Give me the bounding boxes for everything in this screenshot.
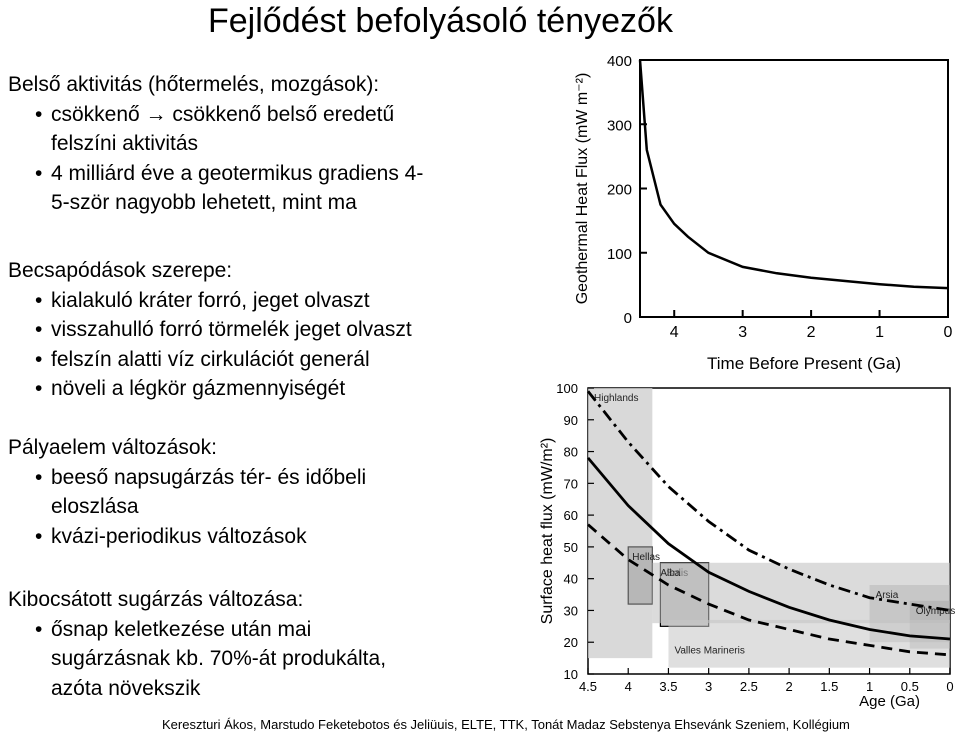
bullet-line: felszíni aktivitás <box>8 129 423 159</box>
y-tick-label: 70 <box>564 476 578 491</box>
bullet-line: sugárzásnak kb. 70%-át produkálta, <box>8 644 386 674</box>
y-tick-label: 10 <box>564 667 578 682</box>
bullet-line: 5-ször nagyobb lehetett, mint ma <box>8 188 423 218</box>
bullet-text: eloszlása <box>51 495 139 518</box>
bullet-text: ősnap keletkezése után mai <box>51 617 312 641</box>
surface-heat-flux-chart: HighlandsHellasSolisAlbaArsiaOlympusVall… <box>539 381 955 710</box>
section-heading: Becsapódások szerepe: <box>8 259 233 282</box>
bullet-line: • növeli a légkör gázmennyiségét <box>8 374 412 404</box>
x-tick-label: 0 <box>944 324 953 341</box>
y-tick-label: 90 <box>564 413 578 428</box>
x-tick-label: 3.5 <box>659 679 677 694</box>
bullet-text: kialakuló kráter forró, jeget olvaszt <box>51 288 370 312</box>
bullet-dot: • <box>35 347 43 371</box>
bullet-line: • csökkenő → csökkenő belső eredetű <box>8 100 423 130</box>
bullet-line: • 4 milliárd éve a geotermikus gradiens 4… <box>8 159 423 189</box>
region-box <box>668 619 950 668</box>
y-axis-label: Geothermal Heat Flux (mW m⁻²) <box>574 73 591 305</box>
heat-flux-curve-dash-dot <box>586 390 951 612</box>
bullet-text: felszíni aktivitás <box>51 132 199 155</box>
section-2: Pályaelem változások: • beeső napsugárzás … <box>8 433 366 551</box>
x-tick-label: 1 <box>875 324 884 341</box>
section-heading: Kibocsátott sugárzás változása: <box>8 588 304 611</box>
region-label: Olympus <box>916 606 955 617</box>
x-axis-label: Time Before Present (Ga) <box>707 354 901 373</box>
bullet-dot: • <box>35 377 43 400</box>
bullet-line: • beeső napsugárzás tér- és időbeli <box>8 463 366 493</box>
bullet-dot: • <box>35 524 43 548</box>
heat-flux-curve-solid <box>586 456 951 641</box>
x-tick-label: 0 <box>946 679 953 694</box>
region-label: Hellas <box>632 552 660 563</box>
x-tick-label: 3 <box>738 324 747 341</box>
bullet-text: beeső napsugárzás tér- és időbeli <box>51 465 367 489</box>
region-label: Highlands <box>594 393 638 404</box>
region-label: Alba <box>660 568 680 579</box>
bullet-line: • felszín alatti víz cirkulációt generál <box>8 345 412 375</box>
bullet-text: kvázi-periodikus változások <box>51 524 307 548</box>
bullet-line: azóta növekszik <box>8 674 386 704</box>
y-tick-label: 200 <box>607 182 632 199</box>
bullet-text: 5-ször nagyobb lehetett, mint ma <box>51 191 357 214</box>
bullet-text: azóta növekszik <box>51 676 201 700</box>
x-tick-label: 2 <box>785 679 792 694</box>
x-tick-label: 4.5 <box>579 679 597 694</box>
x-tick-label: 1.5 <box>820 679 838 694</box>
footer-credit: Kereszturi Ákos, Marstudo Feketebotos és… <box>162 717 850 732</box>
section-heading: Belső aktivitás (hőtermelés, mozgások): <box>8 73 380 96</box>
region-box <box>627 546 653 605</box>
bullet-text: felszín alatti víz cirkulációt generál <box>51 347 370 371</box>
slide-title: Fejlődést befolyásoló tényezők <box>208 2 673 40</box>
y-tick-label: 60 <box>564 508 578 523</box>
bullet-dot: • <box>35 161 43 185</box>
section-heading: Pályaelem változások: <box>8 436 217 459</box>
bullet-line: • visszahulló forró törmelék jeget olvasz… <box>8 315 412 345</box>
bullet-text: 4 milliárd éve a geotermikus gradiens 4- <box>51 161 424 185</box>
y-axis-label: Surface heat flux (mW/m²) <box>539 438 556 625</box>
x-tick-label: 2 <box>807 324 816 341</box>
geothermal-heat-flux-chart: 400 300 200 100 0 4 3 2 1 0 Time Before Present (G… <box>574 53 953 373</box>
y-tick-label: 80 <box>564 445 578 460</box>
y-tick-label: 0 <box>624 310 632 327</box>
bullet-text: csökkenő → csökkenő belső eredetű <box>51 102 395 126</box>
x-tick-label: 2.5 <box>740 679 758 694</box>
y-tick-label: 40 <box>564 572 578 587</box>
x-tick-label: 4 <box>670 324 679 341</box>
region-label: Valles Marineris <box>674 646 744 657</box>
bullet-dot: • <box>35 102 43 126</box>
section-3: Kibocsátott sugárzás változása: • ősnap ke… <box>8 585 386 703</box>
section-1: Becsapódások szerepe: • kialakuló kráter f… <box>8 256 412 404</box>
bullet-text: sugárzásnak kb. 70%-át produkálta, <box>51 647 387 670</box>
bullet-text: visszahulló forró törmelék jeget olvaszt <box>51 318 412 341</box>
y-tick-label: 300 <box>607 117 632 134</box>
x-tick-label: 1 <box>866 679 873 694</box>
y-tick-label: 100 <box>607 246 632 263</box>
y-tick-label: 50 <box>564 540 578 555</box>
y-tick-label: 400 <box>607 53 632 70</box>
y-tick-label: 30 <box>564 603 578 618</box>
y-tick-label: 20 <box>564 635 578 650</box>
heat-flux-line <box>638 59 949 290</box>
x-tick-label: 3 <box>705 679 712 694</box>
x-tick-label: 0.5 <box>901 679 919 694</box>
bullet-dot: • <box>35 465 43 489</box>
region-label: Arsia <box>876 590 899 601</box>
section-0: Belső aktivitás (hőtermelés, mozgások): •… <box>8 70 423 218</box>
bullet-line: • kialakuló kráter forró, jeget olvaszt <box>8 286 412 316</box>
bullet-dot: • <box>35 617 43 641</box>
plot-frame <box>639 59 949 318</box>
bullet-text: növeli a légkör gázmennyiségét <box>51 377 346 400</box>
heat-flux-curve-dashed <box>587 523 951 657</box>
bullet-line: • kvázi-periodikus változások <box>8 522 366 552</box>
region-box <box>588 388 653 659</box>
y-tick-label: 100 <box>556 381 578 396</box>
x-axis-label: Age (Ga) <box>859 693 920 710</box>
bullet-dot: • <box>35 288 43 312</box>
x-tick-label: 4 <box>625 679 632 694</box>
bullet-dot: • <box>35 318 43 341</box>
bullet-line: eloszlása <box>8 492 366 522</box>
bullet-line: • ősnap keletkezése után mai <box>8 615 386 645</box>
